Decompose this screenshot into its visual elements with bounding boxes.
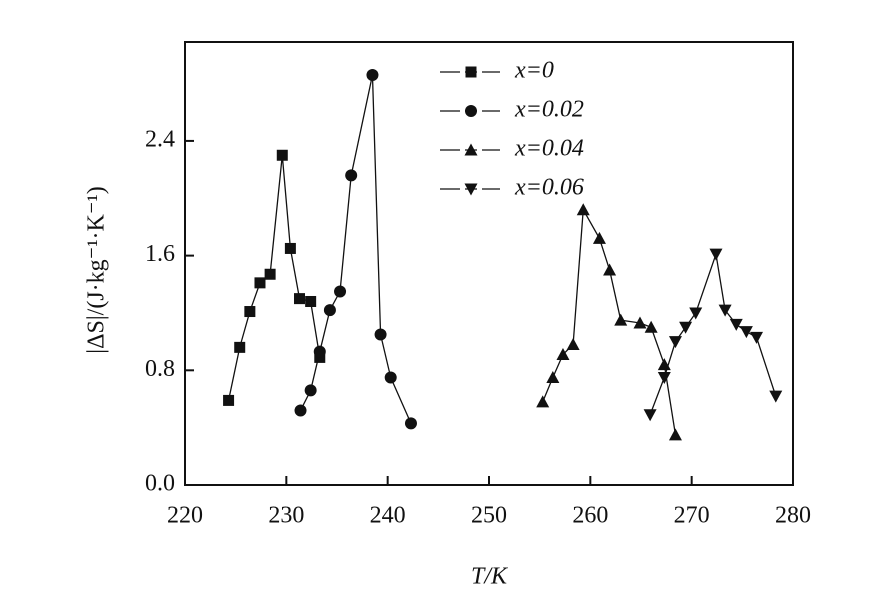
marker (739, 326, 753, 339)
marker (404, 417, 417, 430)
marker (244, 306, 256, 318)
marker (276, 149, 288, 161)
legend-marker (464, 143, 478, 156)
y-tick-label: 0.0 (145, 471, 175, 497)
x-axis-label: T/K (471, 564, 509, 590)
marker (668, 336, 682, 349)
legend-label: x=0.06 (514, 175, 584, 201)
marker (374, 328, 387, 341)
marker (345, 169, 358, 182)
legend-label: x=0.04 (514, 136, 584, 162)
legend-marker (464, 183, 478, 196)
y-tick-label: 2.4 (145, 126, 175, 152)
x-tick-label: 260 (572, 503, 608, 529)
marker (264, 268, 276, 280)
marker (546, 370, 560, 383)
marker (313, 345, 326, 358)
marker (556, 348, 570, 361)
marker (644, 320, 658, 333)
marker (294, 404, 307, 417)
legend-label: x=0 (514, 58, 554, 84)
x-tick-label: 230 (268, 503, 304, 529)
marker (614, 313, 628, 326)
plot-frame (184, 41, 794, 486)
marker (729, 318, 743, 331)
marker (284, 242, 296, 254)
marker (334, 285, 347, 298)
series-line (227, 155, 321, 401)
legend-label: x=0.02 (514, 97, 584, 123)
y-tick-label: 0.8 (145, 356, 175, 382)
series-line (299, 74, 412, 424)
marker (643, 409, 657, 422)
marker (366, 68, 379, 81)
marker (223, 394, 235, 406)
marker (384, 371, 397, 384)
marker (304, 384, 317, 397)
marker (679, 321, 693, 334)
y-tick-label: 1.6 (145, 241, 175, 267)
x-tick-label: 280 (775, 503, 811, 529)
marker (668, 428, 682, 441)
marker (254, 277, 266, 289)
marker (750, 331, 764, 344)
marker (718, 304, 732, 317)
x-tick-label: 220 (167, 503, 203, 529)
marker (592, 231, 606, 244)
marker (536, 395, 550, 408)
marker (323, 304, 336, 317)
x-tick-label: 240 (370, 503, 406, 529)
marker (657, 371, 671, 384)
x-tick-label: 250 (471, 503, 507, 529)
marker (576, 203, 590, 216)
marker (566, 338, 580, 351)
marker (709, 248, 723, 261)
marker (234, 341, 246, 353)
legend-marker (465, 105, 477, 117)
legend-marker (465, 66, 477, 78)
marker (689, 307, 703, 320)
y-axis-label: |ΔS|/(J·kg⁻¹·K⁻¹) (84, 186, 110, 353)
x-tick-label: 270 (674, 503, 710, 529)
marker (633, 316, 647, 329)
marker (769, 390, 783, 403)
marker (305, 295, 317, 307)
marker (603, 263, 617, 276)
marker (294, 293, 306, 305)
